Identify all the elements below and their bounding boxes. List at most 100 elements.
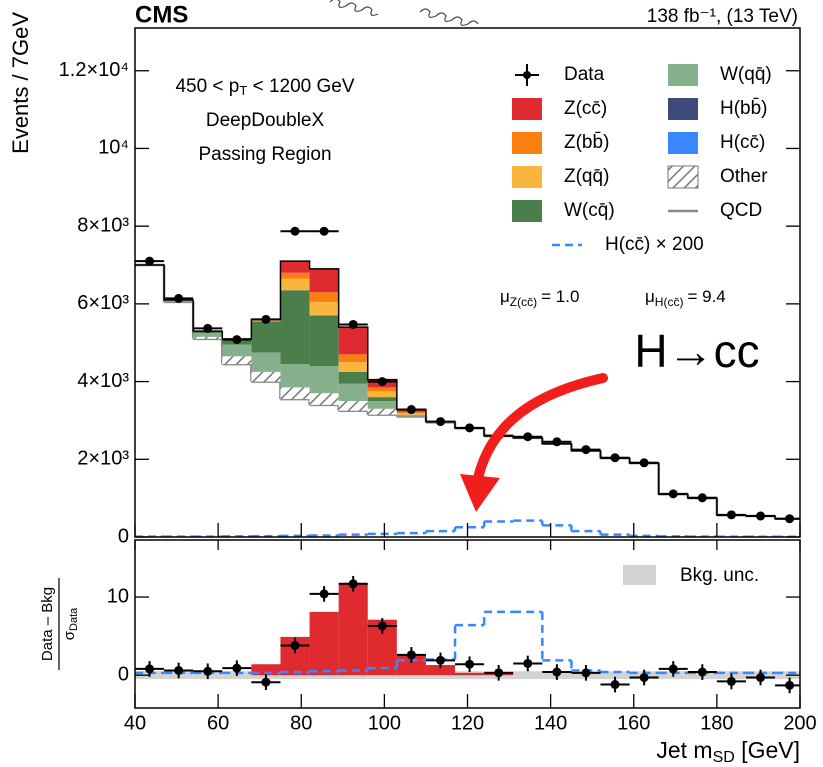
mu: μ xyxy=(500,287,510,306)
legend-swatch xyxy=(512,98,542,120)
x-label-end: [GeV] xyxy=(735,737,800,763)
stack-segment xyxy=(367,414,397,537)
pull-point xyxy=(261,677,271,687)
pull-point xyxy=(697,667,707,677)
stack-segment xyxy=(367,408,397,415)
legend-swatch xyxy=(512,200,542,222)
data-point xyxy=(435,417,445,427)
data-point xyxy=(319,226,329,236)
sigma: σ xyxy=(61,630,78,640)
stack-segment xyxy=(222,344,252,357)
stack-segment xyxy=(338,362,368,372)
tagger-label: DeepDoubleX xyxy=(206,110,325,131)
data-point xyxy=(785,514,795,524)
stack-segment xyxy=(367,397,397,402)
sigma-sub: Data xyxy=(68,607,80,631)
experiment-label: CMS xyxy=(135,1,188,28)
data-point xyxy=(348,319,358,329)
data-point xyxy=(726,510,736,520)
stack-segment xyxy=(396,416,426,537)
legend-label: H(bb̄) xyxy=(720,98,768,119)
stack-segment xyxy=(425,422,456,537)
stack-segment xyxy=(309,292,339,302)
pull-bar xyxy=(338,583,368,676)
stack-segment xyxy=(280,387,310,400)
data-point xyxy=(668,489,678,499)
stack-segment xyxy=(309,393,339,405)
top-panel: 0 2×10³ 4×10³ 6×10³ 8×10³ 10⁴ 1.2×10⁴ Data Z(cc̄… xyxy=(59,27,801,547)
pull-point xyxy=(232,663,242,673)
stack-segment xyxy=(367,387,397,392)
legend-label: W(qq̄) xyxy=(720,64,772,85)
legend-label: Z(cc̄) xyxy=(564,98,607,119)
pull-point xyxy=(435,655,445,665)
data-point xyxy=(523,432,533,442)
y-tick-label: 10⁴ xyxy=(98,137,129,159)
data-point xyxy=(610,453,620,463)
legend-swatch xyxy=(623,565,656,585)
stack-segment xyxy=(280,272,310,279)
signal-strength: μH(cc̄) = 9.4 xyxy=(645,287,726,309)
data-point xyxy=(406,405,416,415)
legend-label: Data xyxy=(564,64,605,85)
y-tick-label: 6×10³ xyxy=(77,292,129,314)
pull-point xyxy=(756,673,766,683)
y-axis-title: Events / 7GeV xyxy=(8,12,33,154)
stack-segment xyxy=(542,443,572,537)
mu-sub: Z(cc̄) xyxy=(510,295,537,309)
pull-point xyxy=(319,589,329,599)
y-tick-label: 1.2×10⁴ xyxy=(59,59,129,81)
selection-label: 450 < pT < 1200 GeV xyxy=(175,76,354,98)
sel-b: < 1200 GeV xyxy=(247,76,355,97)
legend-swatch xyxy=(667,165,699,189)
data-point xyxy=(203,323,213,333)
y-tick-label: 4×10³ xyxy=(77,370,129,392)
x-tick-label: 120 xyxy=(451,712,484,734)
pull-area xyxy=(135,575,800,694)
stack-segment xyxy=(716,515,746,537)
stack-segment xyxy=(338,383,368,402)
stack-segment xyxy=(338,401,368,411)
y-tick-label: 8×10³ xyxy=(77,214,129,236)
pull-denominator: σData xyxy=(61,607,80,640)
data-point xyxy=(697,493,707,503)
stack-segment xyxy=(571,450,601,537)
data-point xyxy=(145,256,155,266)
data-point xyxy=(232,335,242,345)
pull-point xyxy=(348,579,358,589)
pull-point xyxy=(523,658,533,668)
legend-label: Z(bb̄) xyxy=(564,132,609,153)
stack-segment xyxy=(745,516,776,537)
data-point xyxy=(756,511,766,521)
y-tick-label: 0 xyxy=(118,663,129,685)
stack-segment xyxy=(338,371,368,384)
y-tick-label: 10 xyxy=(107,585,129,607)
stack-segment xyxy=(658,494,688,537)
sel-a: 450 < p xyxy=(175,76,239,97)
luminosity-label: 138 fb⁻¹, (13 TeV) xyxy=(647,6,798,27)
signal-strength: μZ(cc̄) = 1.0 xyxy=(500,287,579,309)
x-tick-label: 160 xyxy=(617,712,650,734)
mu-value: = 9.4 xyxy=(687,287,725,306)
pull-point xyxy=(639,673,649,683)
pull-point xyxy=(406,650,416,660)
stack-segment xyxy=(164,301,194,537)
x-tick-label: 100 xyxy=(368,712,401,734)
stack-segment xyxy=(193,333,223,337)
legend-swatch xyxy=(512,166,542,188)
pull-point xyxy=(145,664,155,674)
arrow-head xyxy=(460,474,500,512)
stack-segment xyxy=(309,366,339,394)
legend-swatch xyxy=(668,132,698,154)
stack-segment xyxy=(251,321,281,353)
legend-label: Z(qq̄) xyxy=(564,166,609,187)
stack-segment xyxy=(280,278,310,291)
legend-data-dot xyxy=(523,71,531,79)
pull-point xyxy=(785,680,795,690)
stack-segment xyxy=(193,338,223,537)
legend-label: W(cq̄) xyxy=(564,200,615,221)
x-tick-label: 200 xyxy=(783,712,816,734)
pull-point xyxy=(581,668,591,678)
data-point xyxy=(465,423,475,433)
pull-bar xyxy=(425,665,456,676)
